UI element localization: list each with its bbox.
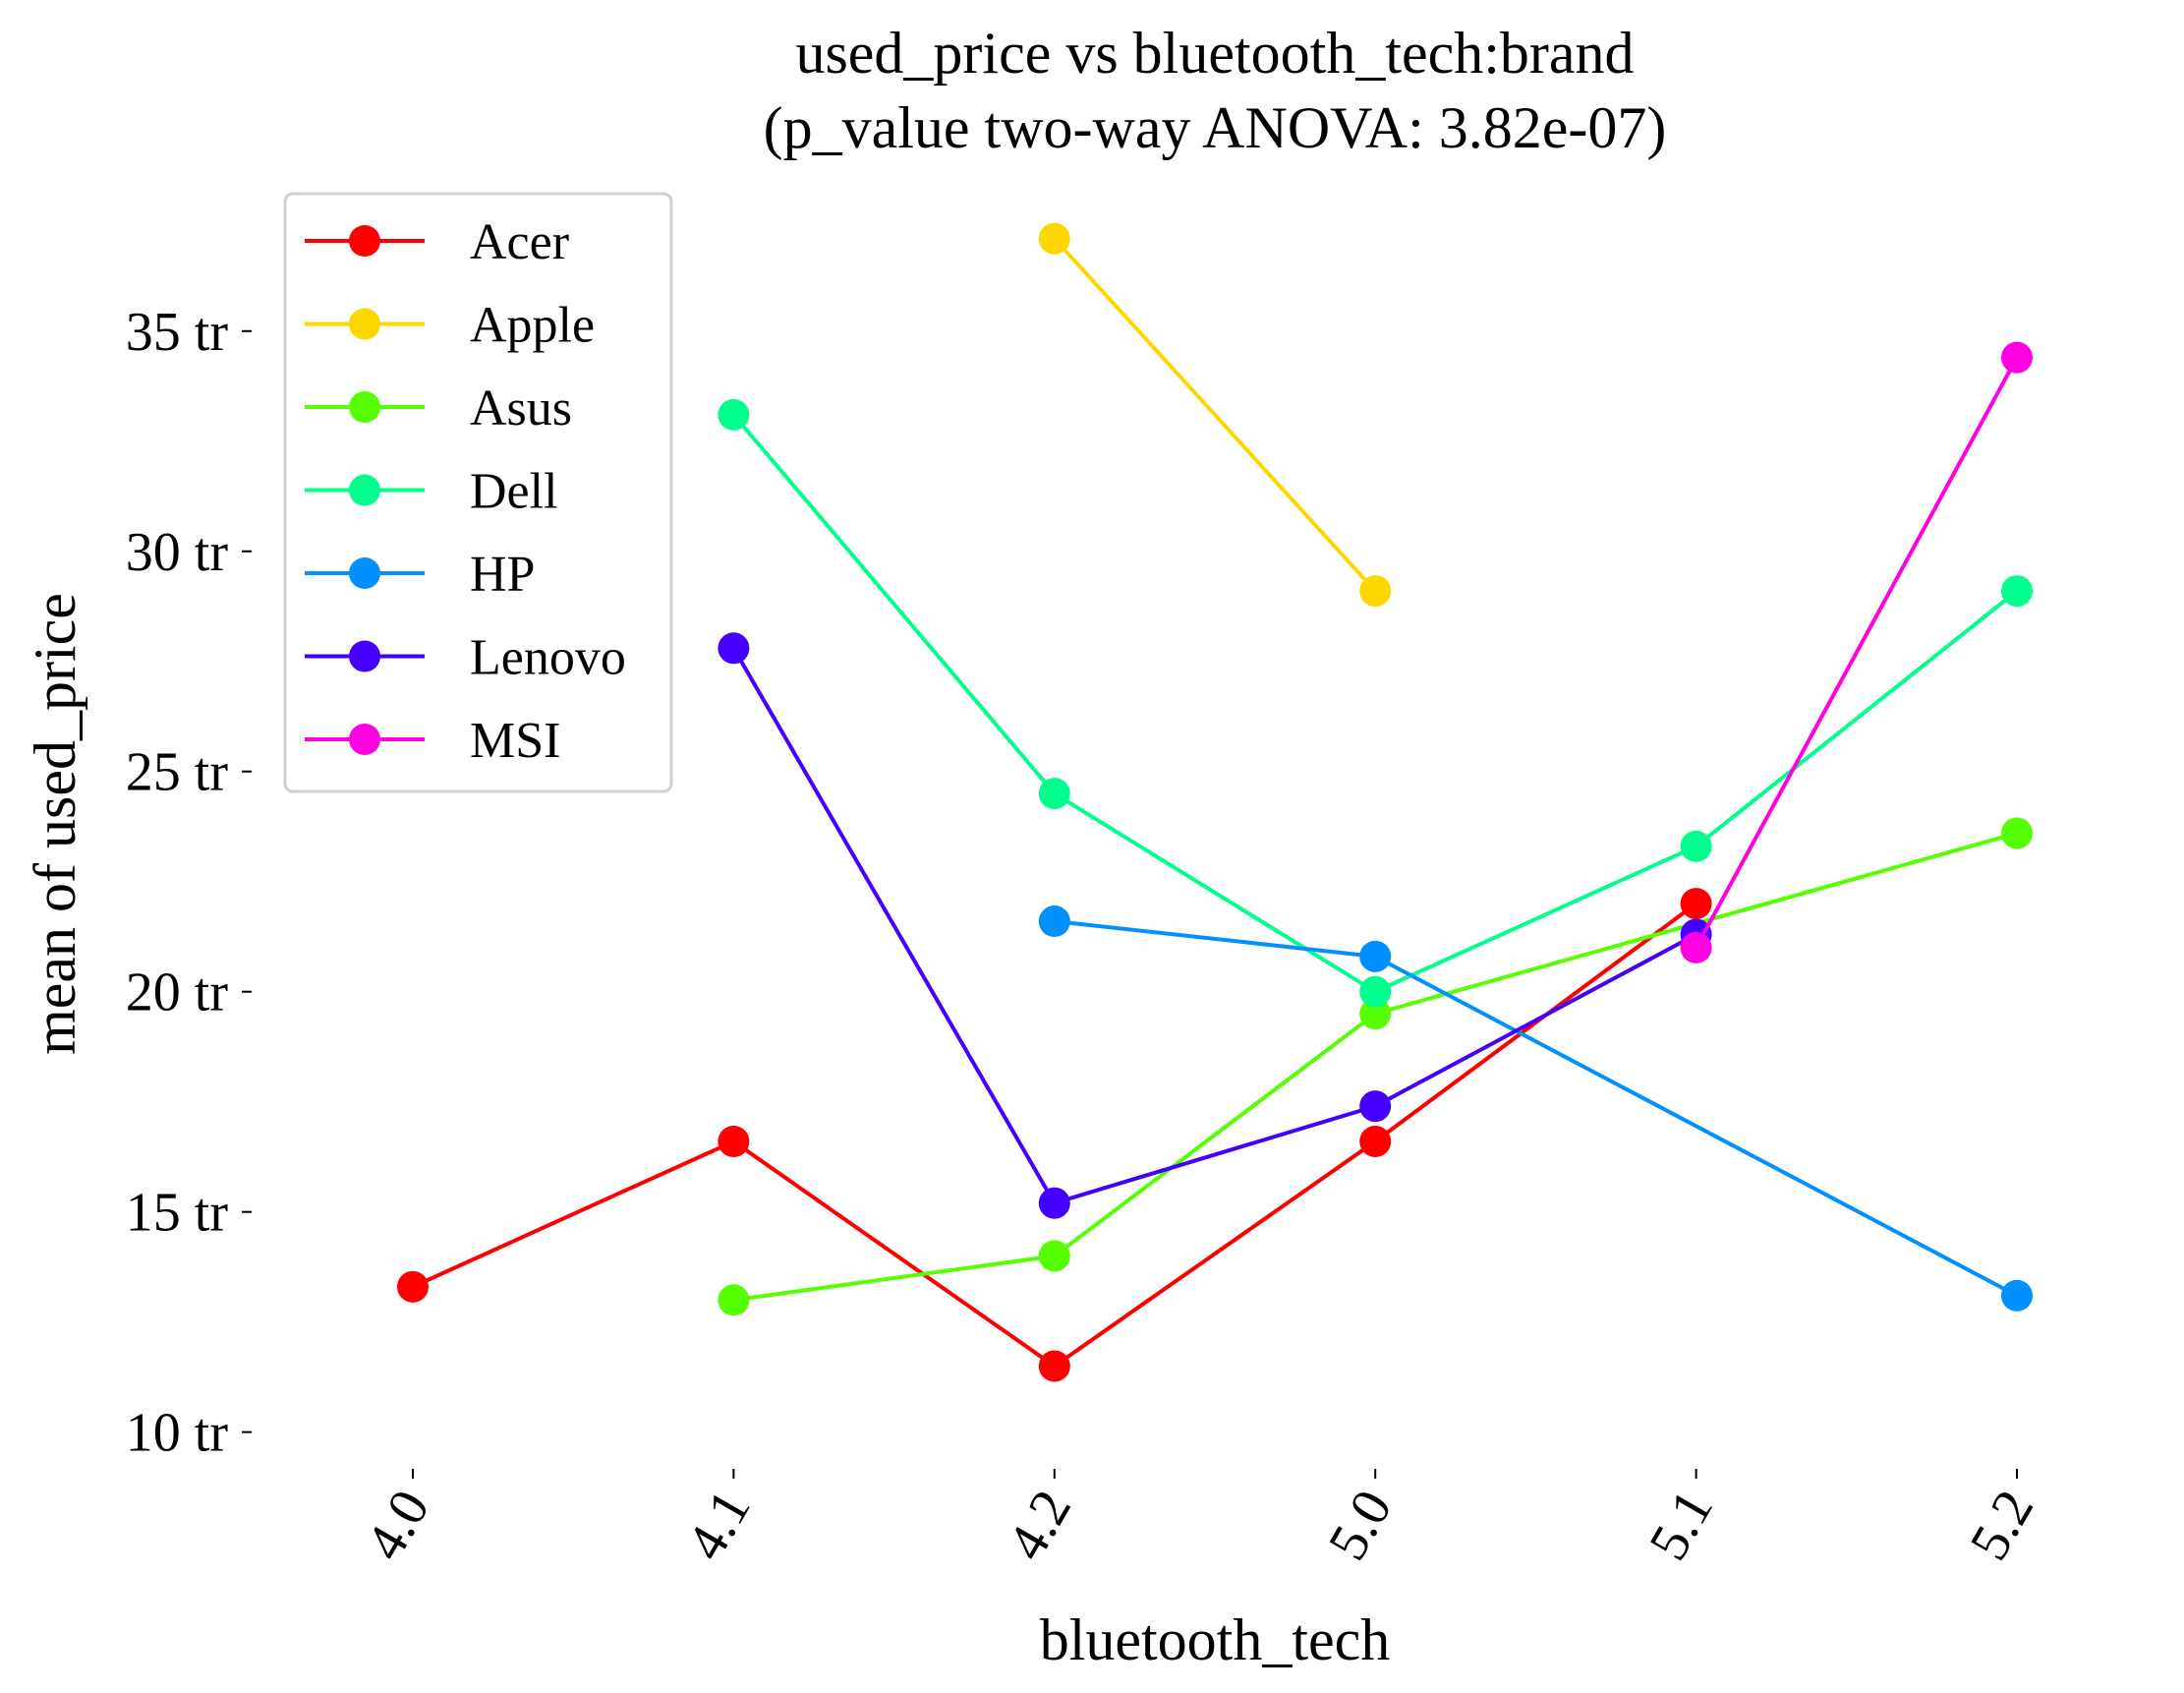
data-point-apple <box>1359 575 1392 608</box>
y-tick-label: 20 tr <box>126 963 229 1023</box>
y-axis-ticks: 10 tr 15 tr 20 tr 25 tr 30 tr 35 tr <box>126 302 252 1464</box>
y-tick-label: 30 tr <box>126 522 229 583</box>
data-point-dell <box>1359 975 1392 1008</box>
legend-label: Acer <box>470 214 569 270</box>
legend-item-apple: Apple <box>305 298 595 354</box>
data-point-acer <box>1359 1126 1392 1157</box>
series-hp <box>1038 905 2033 1312</box>
legend-label: Lenovo <box>470 630 626 686</box>
data-point-hp <box>1038 905 1070 938</box>
series-layer <box>397 222 2033 1382</box>
series-line-hp <box>1054 919 2018 1298</box>
x-axis-ticks: 4.0 4.1 4.2 5.0 5.1 5.2 <box>355 1469 2046 1571</box>
legend-item-acer: Acer <box>305 214 569 270</box>
x-tick-label: 4.2 <box>996 1481 1083 1571</box>
y-tick-label: 15 tr <box>126 1183 229 1244</box>
data-point-acer <box>1680 888 1712 920</box>
legend-marker <box>349 308 380 340</box>
x-tick-label: 4.0 <box>355 1481 442 1571</box>
data-point-apple <box>1038 222 1070 255</box>
legend-label: Apple <box>470 298 595 354</box>
chart-subtitle: (p_value two-way ANOVA: 3.82e-07) <box>764 95 1667 160</box>
x-tick-label: 4.1 <box>675 1481 763 1571</box>
legend-marker <box>349 225 380 257</box>
series-line-acer <box>412 902 1697 1369</box>
data-point-lenovo <box>718 632 750 665</box>
data-point-acer <box>1038 1350 1070 1382</box>
y-tick-label: 25 tr <box>126 742 229 803</box>
series-line-dell <box>731 413 2019 994</box>
data-point-dell <box>1680 830 1712 862</box>
legend-marker <box>349 474 380 506</box>
series-lenovo <box>718 632 1712 1219</box>
y-tick-label: 10 tr <box>126 1403 229 1464</box>
legend-item-lenovo: Lenovo <box>305 630 626 686</box>
legend-item-msi: MSI <box>305 713 560 769</box>
chart-title: used_price vs bluetooth_tech:brand <box>795 21 1634 86</box>
series-line-apple <box>1053 237 1377 593</box>
data-point-lenovo <box>1359 1090 1392 1123</box>
legend-label: Asus <box>470 380 572 437</box>
legend-box <box>283 192 673 793</box>
legend: Acer Apple Asus Dell HP Lenovo MSI <box>283 192 673 793</box>
data-point-dell <box>718 398 750 431</box>
legend-label: Dell <box>470 464 558 520</box>
series-line-lenovo <box>731 647 1697 1206</box>
data-point-msi <box>2001 341 2033 374</box>
legend-item-asus: Asus <box>305 380 572 437</box>
data-point-asus <box>1038 1240 1070 1272</box>
series-dell <box>718 398 2033 1008</box>
data-point-acer <box>718 1126 750 1157</box>
series-line-msi <box>1694 356 2019 949</box>
series-line-asus <box>733 831 2018 1303</box>
data-point-msi <box>1680 931 1712 963</box>
data-point-asus <box>1359 998 1392 1030</box>
x-tick-label: 5.1 <box>1638 1481 1725 1571</box>
series-acer <box>397 888 1712 1382</box>
y-tick-label: 35 tr <box>126 302 229 363</box>
legend-marker <box>349 391 380 423</box>
x-axis-label: bluetooth_tech <box>1040 1607 1391 1672</box>
data-point-asus <box>2001 817 2033 849</box>
data-point-dell <box>2001 575 2033 608</box>
data-point-hp <box>1359 940 1392 972</box>
legend-item-dell: Dell <box>305 464 558 520</box>
data-point-asus <box>718 1284 750 1316</box>
legend-label: HP <box>470 547 535 603</box>
series-asus <box>718 817 2033 1316</box>
series-apple <box>1038 222 1392 608</box>
x-tick-label: 5.2 <box>1959 1481 2046 1571</box>
legend-label: MSI <box>470 713 560 769</box>
y-axis-label: mean of used_price <box>23 593 87 1055</box>
legend-marker <box>349 557 380 589</box>
data-point-lenovo <box>1038 1187 1070 1219</box>
data-point-dell <box>1038 778 1070 810</box>
x-tick-label: 5.0 <box>1317 1481 1405 1571</box>
data-point-hp <box>2001 1279 2033 1312</box>
legend-marker <box>349 640 380 672</box>
legend-marker <box>349 724 380 755</box>
data-point-acer <box>397 1270 429 1303</box>
series-msi <box>1680 341 2033 963</box>
legend-item-hp: HP <box>305 547 535 603</box>
